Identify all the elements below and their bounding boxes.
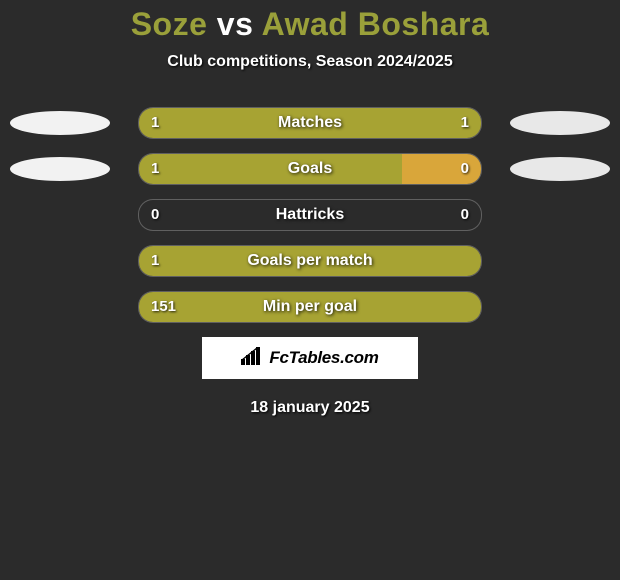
brand-text: FcTables.com	[269, 348, 378, 368]
value-left: 1	[151, 108, 159, 138]
bar-segment-left	[139, 108, 310, 138]
value-left: 1	[151, 246, 159, 276]
bar-track: 1Goals per match	[138, 245, 482, 277]
bar-segment-left	[139, 292, 481, 322]
value-right: 1	[461, 108, 469, 138]
player-badge-right	[510, 157, 610, 181]
player-badge-left	[10, 111, 110, 135]
stat-row: 1Goals per match	[0, 245, 620, 277]
bar-track: 10Goals	[138, 153, 482, 185]
stat-row: 151Min per goal	[0, 291, 620, 323]
bar-logo-icon	[241, 347, 263, 370]
page-title: Soze vs Awad Boshara	[0, 6, 620, 43]
player-badge-left	[10, 157, 110, 181]
date-text: 18 january 2025	[0, 399, 620, 417]
title-player1: Soze	[131, 6, 208, 42]
bar-track: 0 0Hattricks	[138, 199, 482, 231]
comparison-infographic: Soze vs Awad Boshara Club competitions, …	[0, 6, 620, 580]
bar-segment-left	[139, 154, 402, 184]
value-left: 1	[151, 154, 159, 184]
brand-box[interactable]: FcTables.com	[202, 337, 418, 379]
bar-track: 151Min per goal	[138, 291, 482, 323]
value-left: 0	[151, 200, 159, 230]
title-player2: Awad Boshara	[262, 6, 490, 42]
bar-segment-right	[310, 108, 481, 138]
value-right: 0	[461, 154, 469, 184]
bar-label: Hattricks	[139, 200, 481, 230]
player-badge-right	[510, 111, 610, 135]
bars-group: 11Matches10Goals00Hattricks1Goals per ma…	[0, 107, 620, 323]
bar-segment-left	[139, 246, 481, 276]
stat-row: 11Matches	[0, 107, 620, 139]
value-right: 0	[461, 200, 469, 230]
bar-segment-right	[402, 154, 481, 184]
title-vs: vs	[217, 6, 254, 42]
subtitle: Club competitions, Season 2024/2025	[0, 53, 620, 71]
value-left: 151	[151, 292, 176, 322]
stat-row: 0 0Hattricks	[0, 199, 620, 231]
stat-row: 10Goals	[0, 153, 620, 185]
bar-track: 11Matches	[138, 107, 482, 139]
